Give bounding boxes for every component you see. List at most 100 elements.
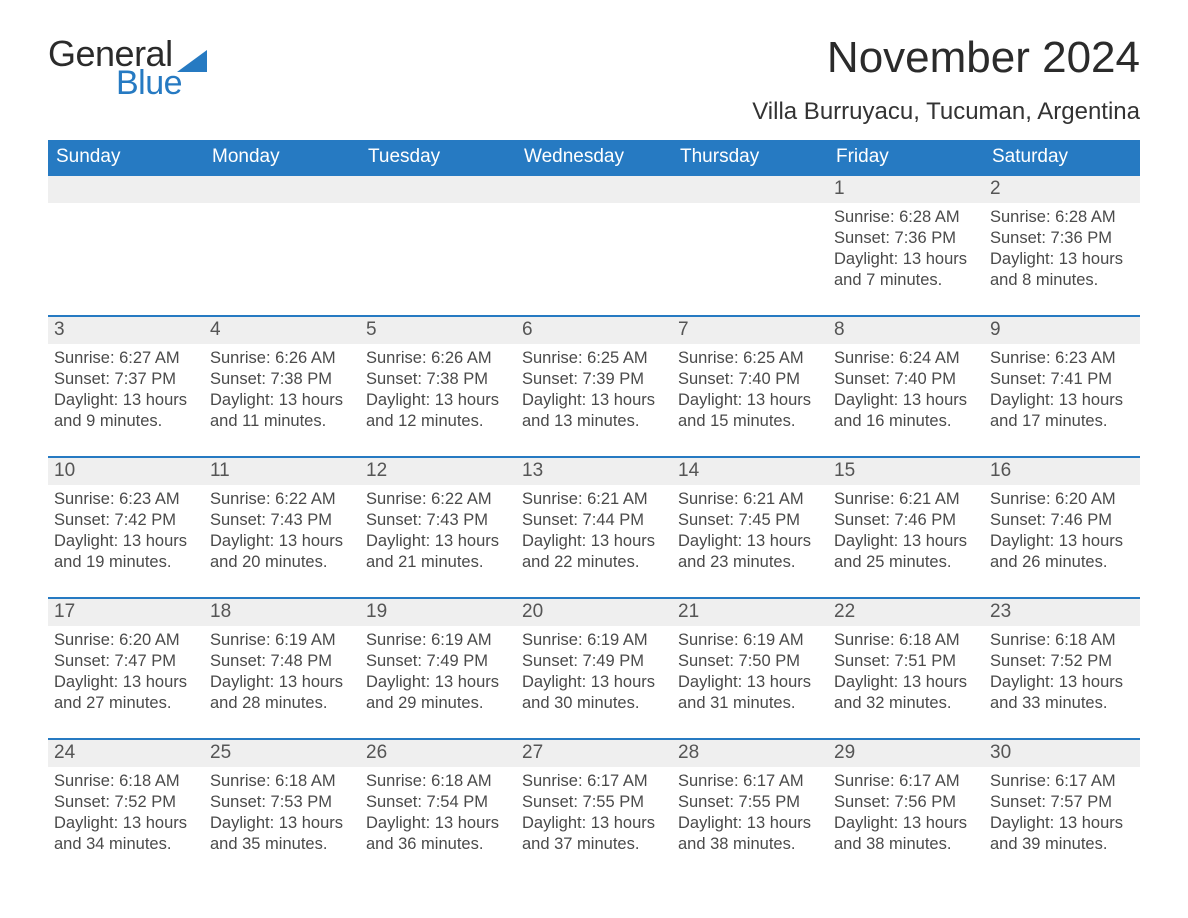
day-cell [360,203,516,301]
day-number: 2 [984,176,1140,203]
sunrise-text: Sunrise: 6:21 AM [834,489,978,510]
day-number: 9 [984,317,1140,344]
day-cell: Sunrise: 6:19 AMSunset: 7:48 PMDaylight:… [204,626,360,724]
day-body-row: Sunrise: 6:18 AMSunset: 7:52 PMDaylight:… [48,767,1140,865]
sunrise-text: Sunrise: 6:20 AM [54,630,198,651]
daylight-text: Daylight: 13 hours and 15 minutes. [678,390,822,432]
sunrise-text: Sunrise: 6:26 AM [210,348,354,369]
day-number: 16 [984,458,1140,485]
calendar-week: 12Sunrise: 6:28 AMSunset: 7:36 PMDayligh… [48,176,1140,301]
day-number-row: 12 [48,176,1140,203]
day-number [516,176,672,203]
daylight-text: Daylight: 13 hours and 26 minutes. [990,531,1134,573]
sunrise-text: Sunrise: 6:19 AM [366,630,510,651]
day-cell: Sunrise: 6:17 AMSunset: 7:55 PMDaylight:… [516,767,672,865]
daylight-text: Daylight: 13 hours and 32 minutes. [834,672,978,714]
sunrise-text: Sunrise: 6:18 AM [54,771,198,792]
day-cell: Sunrise: 6:25 AMSunset: 7:39 PMDaylight:… [516,344,672,442]
sunrise-text: Sunrise: 6:22 AM [366,489,510,510]
page: General Blue November 2024 Villa Burruya… [0,0,1188,918]
sunrise-text: Sunrise: 6:27 AM [54,348,198,369]
daylight-text: Daylight: 13 hours and 39 minutes. [990,813,1134,855]
sunset-text: Sunset: 7:55 PM [678,792,822,813]
daylight-text: Daylight: 13 hours and 7 minutes. [834,249,978,291]
day-number: 12 [360,458,516,485]
day-number: 14 [672,458,828,485]
day-cell: Sunrise: 6:18 AMSunset: 7:51 PMDaylight:… [828,626,984,724]
sunset-text: Sunset: 7:42 PM [54,510,198,531]
day-number-row: 10111213141516 [48,458,1140,485]
day-cell: Sunrise: 6:17 AMSunset: 7:57 PMDaylight:… [984,767,1140,865]
daylight-text: Daylight: 13 hours and 28 minutes. [210,672,354,714]
day-body-row: Sunrise: 6:28 AMSunset: 7:36 PMDaylight:… [48,203,1140,301]
daylight-text: Daylight: 13 hours and 19 minutes. [54,531,198,573]
day-number: 20 [516,599,672,626]
sunrise-text: Sunrise: 6:23 AM [54,489,198,510]
sunset-text: Sunset: 7:38 PM [366,369,510,390]
day-number-row: 17181920212223 [48,599,1140,626]
day-number [360,176,516,203]
day-number: 28 [672,740,828,767]
daylight-text: Daylight: 13 hours and 38 minutes. [678,813,822,855]
day-cell: Sunrise: 6:28 AMSunset: 7:36 PMDaylight:… [984,203,1140,301]
daylight-text: Daylight: 13 hours and 37 minutes. [522,813,666,855]
sunrise-text: Sunrise: 6:17 AM [834,771,978,792]
day-cell: Sunrise: 6:20 AMSunset: 7:47 PMDaylight:… [48,626,204,724]
brand-logo: General Blue [48,36,207,100]
day-cell: Sunrise: 6:17 AMSunset: 7:56 PMDaylight:… [828,767,984,865]
daylight-text: Daylight: 13 hours and 8 minutes. [990,249,1134,291]
sunset-text: Sunset: 7:41 PM [990,369,1134,390]
daylight-text: Daylight: 13 hours and 34 minutes. [54,813,198,855]
weekday-label: Wednesday [516,140,672,176]
sunset-text: Sunset: 7:37 PM [54,369,198,390]
sunset-text: Sunset: 7:40 PM [834,369,978,390]
daylight-text: Daylight: 13 hours and 22 minutes. [522,531,666,573]
sunset-text: Sunset: 7:44 PM [522,510,666,531]
day-body-row: Sunrise: 6:27 AMSunset: 7:37 PM Daylight:… [48,344,1140,442]
daylight-text: Daylight: 13 hours and 29 minutes. [366,672,510,714]
sunset-text: Sunset: 7:51 PM [834,651,978,672]
day-number: 15 [828,458,984,485]
sunrise-text: Sunrise: 6:19 AM [522,630,666,651]
sunset-text: Sunset: 7:54 PM [366,792,510,813]
sunset-text: Sunset: 7:50 PM [678,651,822,672]
day-cell [204,203,360,301]
sunrise-text: Sunrise: 6:25 AM [522,348,666,369]
sunrise-text: Sunrise: 6:18 AM [834,630,978,651]
day-number: 22 [828,599,984,626]
daylight-text: Daylight: 13 hours and 33 minutes. [990,672,1134,714]
sunset-text: Sunset: 7:40 PM [678,369,822,390]
daylight-text: Daylight: 13 hours and 20 minutes. [210,531,354,573]
day-number: 3 [48,317,204,344]
weekday-label: Tuesday [360,140,516,176]
day-cell: Sunrise: 6:28 AMSunset: 7:36 PMDaylight:… [828,203,984,301]
daylight-text: Daylight: 13 hours and 31 minutes. [678,672,822,714]
sunset-text: Sunset: 7:47 PM [54,651,198,672]
daylight-text: Daylight: 13 hours and 17 minutes. [990,390,1134,432]
sunrise-text: Sunrise: 6:21 AM [678,489,822,510]
day-cell [48,203,204,301]
sunset-text: Sunset: 7:46 PM [990,510,1134,531]
daylight-text: Daylight: 13 hours and 21 minutes. [366,531,510,573]
day-number: 17 [48,599,204,626]
weekday-label: Sunday [48,140,204,176]
sunset-text: Sunset: 7:43 PM [366,510,510,531]
sunrise-text: Sunrise: 6:20 AM [990,489,1134,510]
day-cell: Sunrise: 6:22 AMSunset: 7:43 PMDaylight:… [204,485,360,583]
day-number-row: 24252627282930 [48,740,1140,767]
calendar-week: 17181920212223Sunrise: 6:20 AMSunset: 7:… [48,597,1140,724]
sunset-text: Sunset: 7:52 PM [990,651,1134,672]
day-number: 27 [516,740,672,767]
weekday-label: Saturday [984,140,1140,176]
day-number: 1 [828,176,984,203]
sunset-text: Sunset: 7:49 PM [366,651,510,672]
daylight-text: Daylight: 13 hours and 38 minutes. [834,813,978,855]
daylight-text: Daylight: 13 hours and 27 minutes. [54,672,198,714]
sunrise-text: Sunrise: 6:18 AM [210,771,354,792]
day-cell: Sunrise: 6:23 AMSunset: 7:42 PMDaylight:… [48,485,204,583]
sunrise-text: Sunrise: 6:21 AM [522,489,666,510]
sunset-text: Sunset: 7:55 PM [522,792,666,813]
weekday-label: Thursday [672,140,828,176]
sunrise-text: Sunrise: 6:17 AM [990,771,1134,792]
day-number: 8 [828,317,984,344]
